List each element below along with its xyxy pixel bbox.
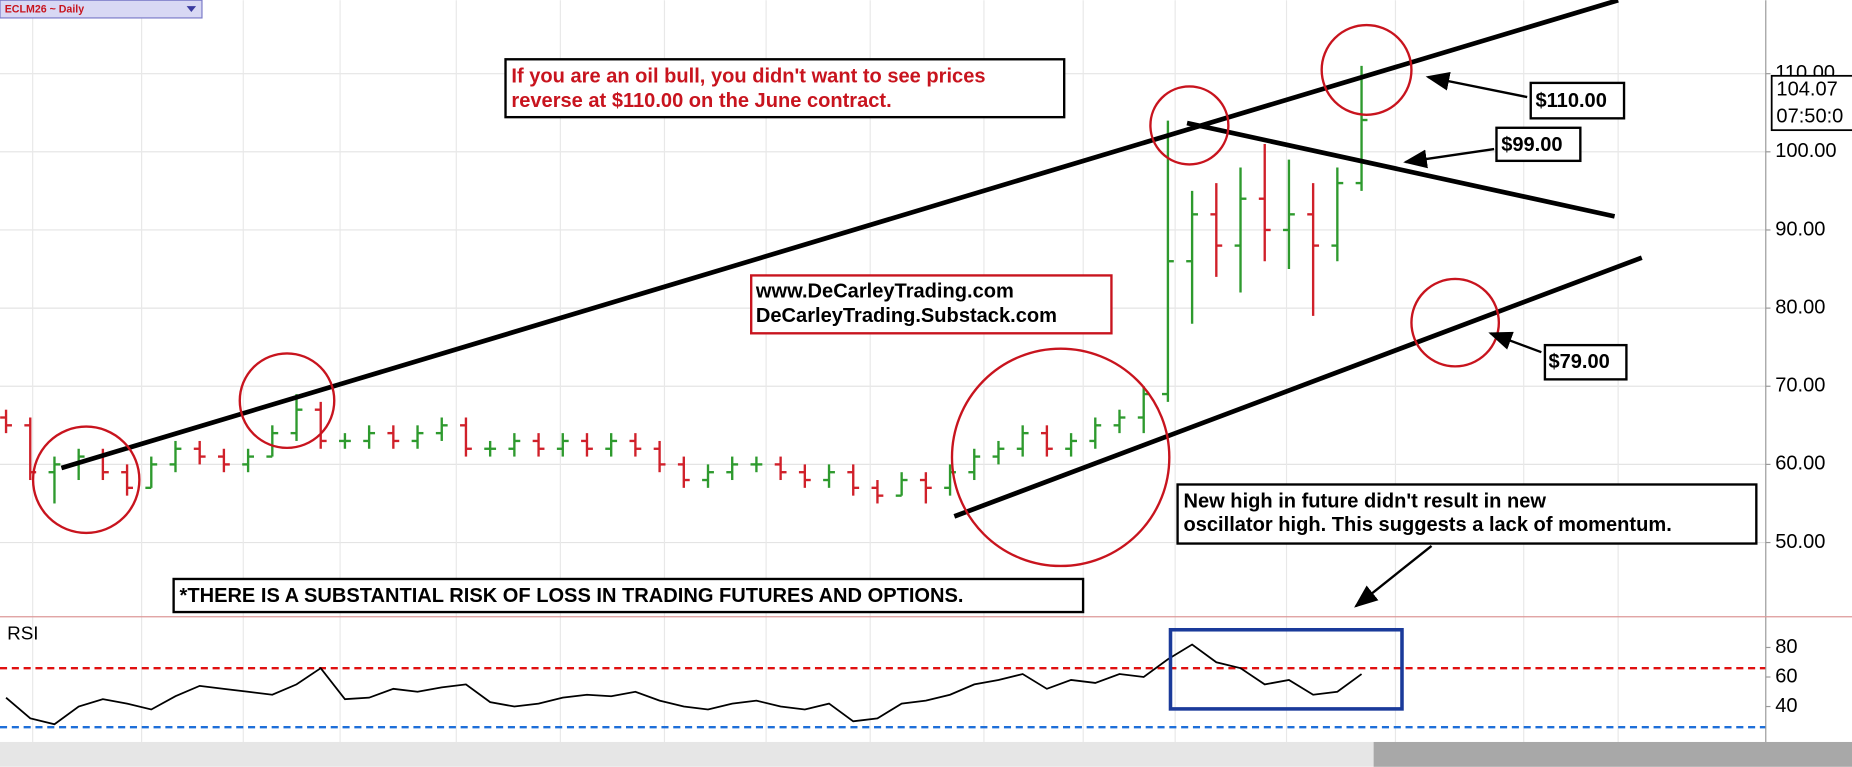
trend-line	[1186, 120, 1616, 219]
arrow	[1354, 544, 1433, 608]
last-time: 07:50:0	[1776, 105, 1843, 127]
annotation-text: New high in future didn't result in new	[1183, 490, 1546, 512]
annotation-text: DeCarleyTrading.Substack.com	[756, 305, 1057, 327]
rsi-line	[5, 643, 1363, 726]
annotation-box	[504, 58, 1066, 119]
y-tick-label: 50.00	[1775, 531, 1825, 553]
annotation-box	[1529, 81, 1626, 120]
y-tick-label: 80.00	[1775, 296, 1825, 318]
dropdown-icon[interactable]	[186, 6, 197, 13]
annotation-box	[1495, 126, 1582, 163]
trend-line	[60, 0, 1619, 471]
highlight-box	[1168, 627, 1404, 711]
annotation-text: If you are an oil bull, you didn't want …	[511, 65, 985, 87]
circle	[950, 347, 1171, 568]
y-tick-label: 60	[1775, 665, 1797, 687]
y-tick-label: 80	[1775, 636, 1797, 658]
ticker-label: ECLM26 ~ Daily	[5, 3, 85, 15]
y-tick-label: 90.00	[1775, 218, 1825, 240]
annotation-text: $110.00	[1535, 90, 1606, 112]
y-tick-label: 70.00	[1775, 375, 1825, 397]
annotation-box	[1543, 343, 1628, 381]
y-tick-label: 40	[1775, 695, 1797, 717]
annotation-text: oscillator high. This suggests a lack of…	[1183, 514, 1671, 536]
future-band	[1373, 741, 1852, 767]
arrow	[1488, 331, 1542, 354]
annotation-text: reverse at $110.00 on the June contract.	[511, 90, 891, 112]
last-price: 104.07	[1776, 78, 1837, 100]
y-tick-label: 100.00	[1775, 140, 1836, 162]
grid-layer	[0, 0, 1766, 742]
circle	[1410, 277, 1501, 368]
trend-line	[953, 255, 1643, 519]
annotation-text: www.DeCarleyTrading.com	[755, 280, 1014, 302]
arrow-group	[1354, 71, 1542, 608]
circle	[238, 352, 336, 450]
panel-title: RSI	[7, 623, 38, 644]
annotation-text: $99.00	[1501, 134, 1562, 156]
arrow	[1425, 71, 1528, 99]
annotation-box	[1176, 483, 1758, 545]
circle-group	[31, 23, 1501, 568]
mark-layer: 50.0060.0070.0080.0090.00100.00110.00406…	[0, 62, 1837, 766]
circle	[31, 425, 141, 535]
circle	[1149, 85, 1230, 166]
ticker-box[interactable]	[0, 0, 203, 19]
annotation-box	[172, 577, 1085, 614]
last-price-box	[1770, 74, 1852, 132]
annotation-box	[750, 274, 1113, 335]
arrow	[1403, 147, 1495, 169]
y-tick-label: 60.00	[1775, 453, 1825, 475]
annotation-text: $79.00	[1548, 351, 1609, 373]
circle	[1320, 23, 1413, 116]
annotation-text: *THERE IS A SUBSTANTIAL RISK OF LOSS IN …	[180, 585, 964, 607]
